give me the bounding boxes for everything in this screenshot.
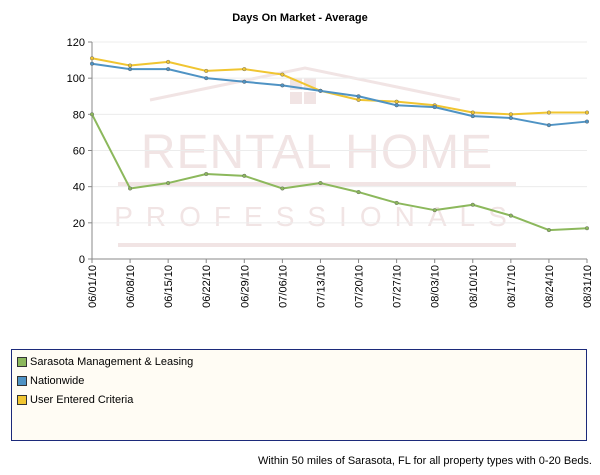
- data-point-0-1: [128, 186, 133, 191]
- data-point-1-5: [280, 83, 285, 88]
- watermark-text-line1: RENTAL HOME: [141, 126, 493, 179]
- y-tick-label: 60: [73, 146, 85, 158]
- data-point-1-6: [318, 88, 323, 93]
- legend-item-user-criteria: User Entered Criteria: [17, 393, 133, 407]
- x-tick-label: 07/06/10: [277, 265, 289, 308]
- data-point-0-2: [166, 181, 171, 186]
- data-point-1-9: [432, 105, 437, 110]
- x-tick-label: 08/24/10: [544, 265, 556, 308]
- data-point-0-11: [508, 213, 513, 218]
- x-tick-label: 08/31/10: [582, 265, 594, 308]
- chart-area: RENTAL HOME PROFESSIONALS 0 20 40 60 80 100 120…: [67, 37, 594, 308]
- data-point-1-8: [394, 103, 399, 108]
- data-point-0-13: [585, 226, 590, 231]
- data-point-2-3: [204, 68, 209, 73]
- y-tick-label: 100: [67, 73, 85, 85]
- x-tick-label: 06/22/10: [201, 265, 213, 308]
- x-tick-label: 08/17/10: [506, 265, 518, 308]
- data-point-0-5: [280, 186, 285, 191]
- watermark: RENTAL HOME PROFESSIONALS: [114, 66, 520, 247]
- data-point-2-10: [470, 110, 475, 115]
- x-tick-label: 07/27/10: [392, 265, 404, 308]
- data-point-0-3: [204, 172, 209, 177]
- data-point-0-8: [394, 200, 399, 205]
- watermark-bar: [118, 243, 516, 247]
- data-point-0-7: [356, 190, 361, 195]
- y-tick-label: 40: [73, 182, 85, 194]
- x-tick-label: 06/08/10: [125, 265, 137, 308]
- data-point-0-10: [470, 202, 475, 207]
- legend-item-sarasota: Sarasota Management & Leasing: [17, 355, 193, 369]
- data-point-2-11: [508, 112, 513, 117]
- series-line-2: [91, 57, 587, 116]
- data-point-2-1: [128, 63, 133, 68]
- x-tick-label: 06/29/10: [239, 265, 251, 308]
- x-tick-label: 08/03/10: [430, 265, 442, 308]
- data-point-1-7: [356, 94, 361, 99]
- data-point-1-13: [585, 119, 590, 124]
- chart-title: Days On Market - Average: [232, 12, 368, 24]
- data-point-2-8: [394, 99, 399, 104]
- y-tick-label: 20: [73, 218, 85, 230]
- watermark-text-line2: PROFESSIONALS: [114, 201, 520, 232]
- legend-label-nationwide: Nationwide: [30, 375, 85, 387]
- data-point-1-2: [166, 67, 171, 72]
- data-point-0-0: [89, 112, 94, 117]
- footnote: Within 50 miles of Sarasota, FL for all …: [257, 455, 592, 467]
- y-tick-label: 0: [79, 254, 85, 266]
- data-point-0-4: [242, 173, 247, 178]
- series-line-1: [91, 62, 588, 127]
- watermark-window: [304, 92, 316, 104]
- y-tick-label: 120: [67, 37, 85, 49]
- legend-swatch-nationwide: [17, 376, 27, 386]
- legend-item-nationwide: Nationwide: [17, 374, 84, 388]
- data-point-0-12: [546, 228, 551, 233]
- data-point-0-6: [318, 181, 323, 186]
- data-point-2-2: [166, 59, 171, 64]
- data-point-2-0: [89, 56, 94, 61]
- y-tick-label: 80: [73, 109, 85, 121]
- data-point-2-12: [546, 110, 551, 115]
- legend-swatch-sarasota: [17, 357, 27, 367]
- series-line-0: [91, 113, 588, 232]
- data-point-2-4: [242, 67, 247, 72]
- x-tick-label: 07/20/10: [354, 265, 366, 308]
- watermark-roof: [149, 66, 461, 102]
- data-point-1-4: [242, 79, 247, 84]
- x-tick-label: 06/01/10: [87, 265, 99, 308]
- legend-swatch-user-criteria: [17, 395, 27, 405]
- x-tick-label: 07/13/10: [315, 265, 327, 308]
- x-tick-label: 08/10/10: [468, 265, 480, 308]
- x-tick-label: 06/15/10: [163, 265, 175, 308]
- data-point-1-0: [89, 61, 94, 66]
- data-point-1-11: [508, 115, 513, 120]
- data-point-0-9: [432, 208, 437, 213]
- data-point-1-3: [204, 76, 209, 81]
- legend-label-sarasota: Sarasota Management & Leasing: [30, 356, 194, 368]
- data-point-1-10: [470, 114, 475, 119]
- data-point-2-7: [356, 97, 361, 102]
- legend-label-user-criteria: User Entered Criteria: [30, 394, 134, 406]
- data-point-2-5: [280, 72, 285, 77]
- data-point-1-12: [546, 123, 551, 128]
- data-point-1-1: [128, 67, 133, 72]
- legend: Sarasota Management & Leasing Nationwide…: [11, 349, 587, 441]
- watermark-window: [290, 92, 302, 104]
- data-point-2-13: [585, 110, 590, 115]
